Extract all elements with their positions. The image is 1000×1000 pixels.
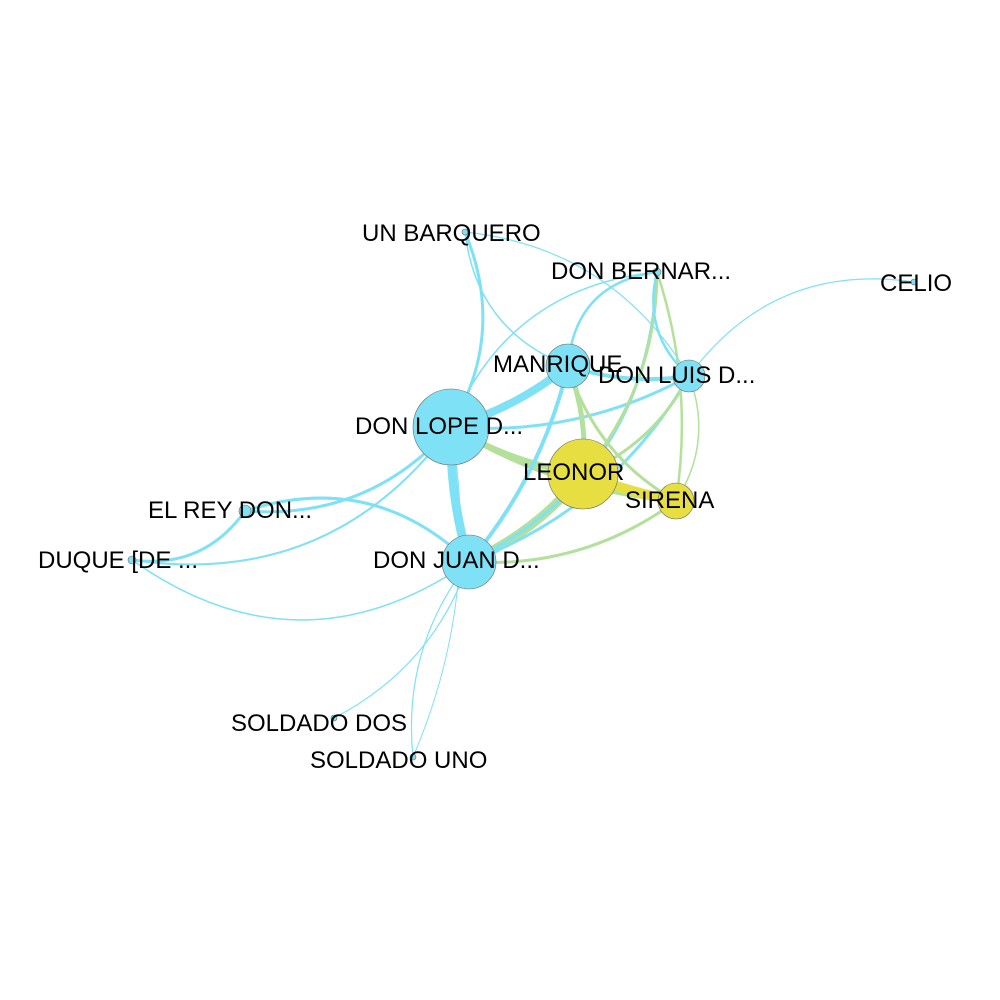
- nodes-layer: [127, 228, 918, 761]
- edge-rey-duque: [130, 509, 247, 563]
- node-luis[interactable]: [672, 359, 706, 393]
- node-label-soldado_uno: SOLDADO UNO: [310, 747, 487, 774]
- edge-juan-manrique: [467, 364, 570, 564]
- node-label-rey: EL REY DON...: [148, 497, 312, 524]
- node-label-duque: DUQUE [DE ...: [38, 547, 198, 574]
- node-soldado_dos[interactable]: [330, 714, 338, 722]
- node-label-sirena: SIRENA: [625, 487, 714, 514]
- node-label-manrique: MANRIQUE: [493, 351, 622, 378]
- node-label-soldado_dos: SOLDADO DOS: [231, 710, 407, 737]
- node-bernardo[interactable]: [652, 267, 662, 277]
- node-label-luis: DON LUIS D...: [598, 362, 755, 389]
- node-soldado_uno[interactable]: [409, 753, 417, 761]
- edge-lope-duque: [131, 426, 452, 566]
- node-leonor[interactable]: [547, 438, 619, 510]
- node-label-lope: DON LOPE D...: [355, 413, 523, 440]
- node-duque[interactable]: [127, 555, 137, 565]
- node-label-juan: DON JUAN D...: [373, 547, 540, 574]
- node-celio[interactable]: [910, 278, 918, 286]
- edge-juan-duque: [131, 559, 470, 621]
- edges-layer: [130, 230, 915, 758]
- node-label-bernardo: DON BERNAR...: [551, 258, 731, 285]
- node-label-leonor: LEONOR: [523, 459, 624, 486]
- node-label-barquero: UN BARQUERO: [362, 220, 541, 247]
- labels-layer: DON LOPE D... DON JUAN D... LEONOR MANRIQUE…: [38, 220, 952, 774]
- node-barquero[interactable]: [461, 228, 469, 236]
- edge-manrique-barquero: [464, 231, 569, 367]
- node-lope[interactable]: [412, 388, 490, 466]
- node-sirena[interactable]: [657, 482, 695, 520]
- edge-luis-celio: [688, 278, 915, 377]
- edge-juan-sirena: [467, 499, 678, 565]
- edge-luis-barquero: [464, 231, 690, 377]
- node-manrique[interactable]: [545, 343, 591, 389]
- node-label-celio: CELIO: [880, 270, 952, 297]
- edge-juan-rey: [243, 496, 471, 564]
- node-rey[interactable]: [238, 504, 252, 518]
- node-juan[interactable]: [441, 534, 497, 590]
- edge-juan-soldado_dos: [333, 561, 470, 719]
- edge-lope-soldado_uno: [412, 426, 461, 758]
